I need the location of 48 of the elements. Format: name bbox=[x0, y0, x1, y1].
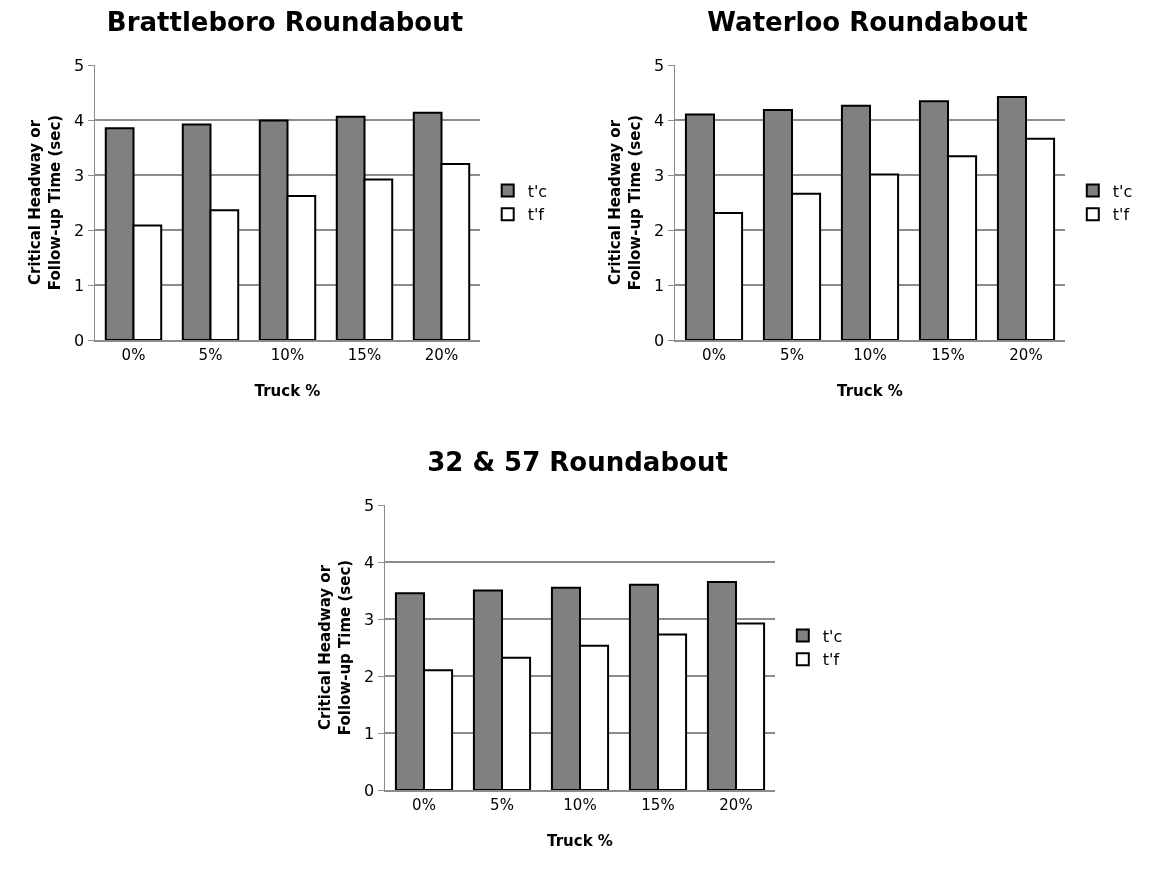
x-tick-label: 20% bbox=[1009, 345, 1043, 364]
x-tick-label: 20% bbox=[719, 795, 753, 814]
y-tick-label: 3 bbox=[74, 165, 85, 185]
x-tick-label: 15% bbox=[931, 345, 965, 364]
chart-title: Waterloo Roundabout bbox=[707, 6, 1028, 37]
legend-label: t'c bbox=[527, 181, 548, 201]
y-tick-label: 2 bbox=[364, 666, 375, 686]
y-tick-label: 0 bbox=[74, 330, 85, 350]
y-tick-label: 1 bbox=[74, 275, 85, 295]
y-tick-label: 3 bbox=[654, 165, 665, 185]
x-tick-label: 10% bbox=[270, 345, 305, 364]
x-axis-title: Truck % bbox=[547, 831, 613, 850]
x-tick-label: 10% bbox=[853, 345, 887, 364]
x-tick-label: 5% bbox=[490, 795, 514, 814]
x-tick-label: 0% bbox=[121, 345, 146, 364]
y-tick-label: 4 bbox=[364, 552, 375, 572]
x-tick-label: 20% bbox=[424, 345, 459, 364]
y-tick-label: 3 bbox=[364, 609, 375, 629]
y-tick-label: 1 bbox=[364, 723, 375, 743]
y-tick-label: 5 bbox=[654, 55, 665, 75]
y-tick-label: 0 bbox=[364, 780, 375, 800]
y-axis-title: Critical Headway or Follow-up Time (sec) bbox=[316, 559, 354, 736]
y-tick-label: 2 bbox=[74, 220, 85, 240]
chart-title: 32 & 57 Roundabout bbox=[427, 447, 728, 478]
y-axis-title: Critical Headway or Follow-up Time (sec) bbox=[26, 114, 64, 291]
legend-label: t'f bbox=[822, 650, 840, 670]
y-tick-label: 4 bbox=[74, 110, 85, 130]
legend-label: t'c bbox=[822, 626, 843, 646]
x-axis-title: Truck % bbox=[254, 381, 321, 400]
x-tick-label: 15% bbox=[347, 345, 382, 364]
y-axis-title: Critical Headway or Follow-up Time (sec) bbox=[606, 114, 644, 291]
x-tick-label: 0% bbox=[412, 795, 436, 814]
y-tick-label: 4 bbox=[654, 110, 665, 130]
x-tick-label: 5% bbox=[780, 345, 804, 364]
y-tick-label: 5 bbox=[364, 495, 375, 515]
x-tick-label: 15% bbox=[641, 795, 675, 814]
x-axis-title: Truck % bbox=[837, 381, 903, 400]
y-tick-label: 2 bbox=[654, 220, 665, 240]
legend-label: t'f bbox=[527, 205, 545, 225]
chart-title: Brattleboro Roundabout bbox=[106, 6, 464, 37]
y-tick-label: 1 bbox=[654, 275, 665, 295]
x-tick-label: 10% bbox=[563, 795, 597, 814]
x-tick-label: 5% bbox=[198, 345, 223, 364]
legend-label: t'f bbox=[1112, 205, 1130, 225]
y-tick-label: 0 bbox=[654, 330, 665, 350]
x-tick-label: 0% bbox=[702, 345, 726, 364]
legend-label: t'c bbox=[1112, 181, 1133, 201]
y-tick-label: 5 bbox=[74, 55, 85, 75]
